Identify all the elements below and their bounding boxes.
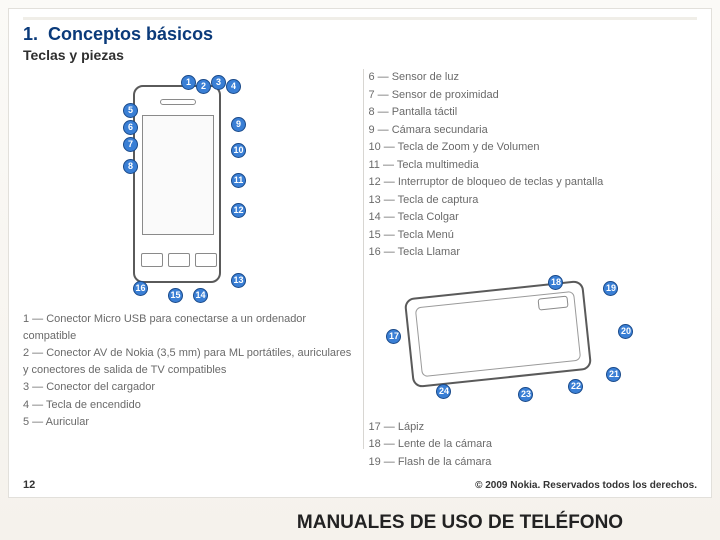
legend-item: 2 — Conector AV de Nokia (3,5 mm) para M… bbox=[23, 345, 359, 378]
callout-bubble: 8 bbox=[123, 159, 138, 174]
top-rule bbox=[23, 17, 697, 20]
button-center bbox=[168, 253, 190, 267]
callout-bubble: 1 bbox=[181, 75, 196, 90]
legend-item: 17 — Lápiz bbox=[368, 419, 697, 436]
legend-item: 3 — Conector del cargador bbox=[23, 379, 359, 396]
phone-body-outline bbox=[133, 85, 221, 283]
left-column: 12345678910111213141516 1 — Conector Mic… bbox=[23, 69, 359, 471]
legend-item: 4 — Tecla de encendido bbox=[23, 397, 359, 414]
callout-bubble: 14 bbox=[193, 288, 208, 303]
right-column: 6 — Sensor de luz7 — Sensor de proximida… bbox=[368, 69, 697, 471]
manual-page: 1. Conceptos básicos Teclas y piezas 123… bbox=[8, 8, 712, 498]
section-number: 1. bbox=[23, 24, 38, 44]
copyright-text: © 2009 Nokia. Reservados todos los derec… bbox=[475, 480, 697, 491]
callout-bubble: 11 bbox=[231, 173, 246, 188]
legend-item: 19 — Flash de la cámara bbox=[368, 454, 697, 471]
callout-bubble: 12 bbox=[231, 203, 246, 218]
screen-outline bbox=[142, 115, 214, 235]
legend-item: 16 — Tecla Llamar bbox=[368, 244, 697, 261]
phone-back-diagram: 17 18 19 20 21 22 23 24 bbox=[368, 269, 648, 419]
legend-item: 14 — Tecla Colgar bbox=[368, 209, 697, 226]
page-number: 12 bbox=[23, 479, 35, 491]
two-column-layout: 12345678910111213141516 1 — Conector Mic… bbox=[23, 69, 697, 471]
phone-back-outline bbox=[404, 279, 592, 387]
callout-bubble: 18 bbox=[548, 275, 563, 290]
button-right bbox=[195, 253, 217, 267]
legend-item: 6 — Sensor de luz bbox=[368, 69, 697, 86]
callout-bubble: 6 bbox=[123, 120, 138, 135]
legend-item: 18 — Lente de la cámara bbox=[368, 436, 697, 453]
legend-right-top: 6 — Sensor de luz7 — Sensor de proximida… bbox=[368, 69, 697, 261]
hardware-buttons-row bbox=[141, 253, 217, 271]
callout-bubble: 24 bbox=[436, 384, 451, 399]
callout-bubble: 10 bbox=[231, 143, 246, 158]
callout-bubble: 19 bbox=[603, 281, 618, 296]
subsection-title: Teclas y piezas bbox=[23, 47, 697, 63]
callout-bubble: 16 bbox=[133, 281, 148, 296]
callout-bubble: 20 bbox=[618, 324, 633, 339]
button-left bbox=[141, 253, 163, 267]
legend-item: 8 — Pantalla táctil bbox=[368, 104, 697, 121]
column-divider bbox=[363, 69, 364, 449]
legend-item: 1 — Conector Micro USB para conectarse a… bbox=[23, 311, 359, 344]
earpiece-icon bbox=[160, 99, 196, 105]
callout-bubble: 21 bbox=[606, 367, 621, 382]
callout-bubble: 13 bbox=[231, 273, 246, 288]
legend-item: 13 — Tecla de captura bbox=[368, 192, 697, 209]
section-title: 1. Conceptos básicos bbox=[23, 24, 697, 45]
legend-item: 9 — Cámara secundaria bbox=[368, 122, 697, 139]
phone-front-diagram: 12345678910111213141516 bbox=[93, 73, 273, 303]
legend-left-column: 1 — Conector Micro USB para conectarse a… bbox=[23, 311, 359, 431]
legend-right-bottom: 17 — Lápiz18 — Lente de la cámara19 — Fl… bbox=[368, 419, 697, 471]
legend-item: 12 — Interruptor de bloqueo de teclas y … bbox=[368, 174, 697, 191]
camera-module-icon bbox=[538, 295, 569, 310]
callout-bubble: 4 bbox=[226, 79, 241, 94]
legend-item: 15 — Tecla Menú bbox=[368, 227, 697, 244]
slide-caption: MANUALES DE USO DE TELÉFONO bbox=[0, 512, 720, 534]
legend-item: 11 — Tecla multimedia bbox=[368, 157, 697, 174]
callout-bubble: 23 bbox=[518, 387, 533, 402]
callout-bubble: 5 bbox=[123, 103, 138, 118]
callout-bubble: 2 bbox=[196, 79, 211, 94]
callout-bubble: 15 bbox=[168, 288, 183, 303]
legend-item: 10 — Tecla de Zoom y de Volumen bbox=[368, 139, 697, 156]
callout-bubble: 7 bbox=[123, 137, 138, 152]
callout-bubble: 22 bbox=[568, 379, 583, 394]
phone-back-cover bbox=[415, 290, 581, 376]
callout-bubble: 9 bbox=[231, 117, 246, 132]
callout-bubble: 17 bbox=[386, 329, 401, 344]
section-text: Conceptos básicos bbox=[48, 24, 213, 44]
callout-bubble: 3 bbox=[211, 75, 226, 90]
legend-item: 7 — Sensor de proximidad bbox=[368, 87, 697, 104]
legend-item: 5 — Auricular bbox=[23, 414, 359, 431]
